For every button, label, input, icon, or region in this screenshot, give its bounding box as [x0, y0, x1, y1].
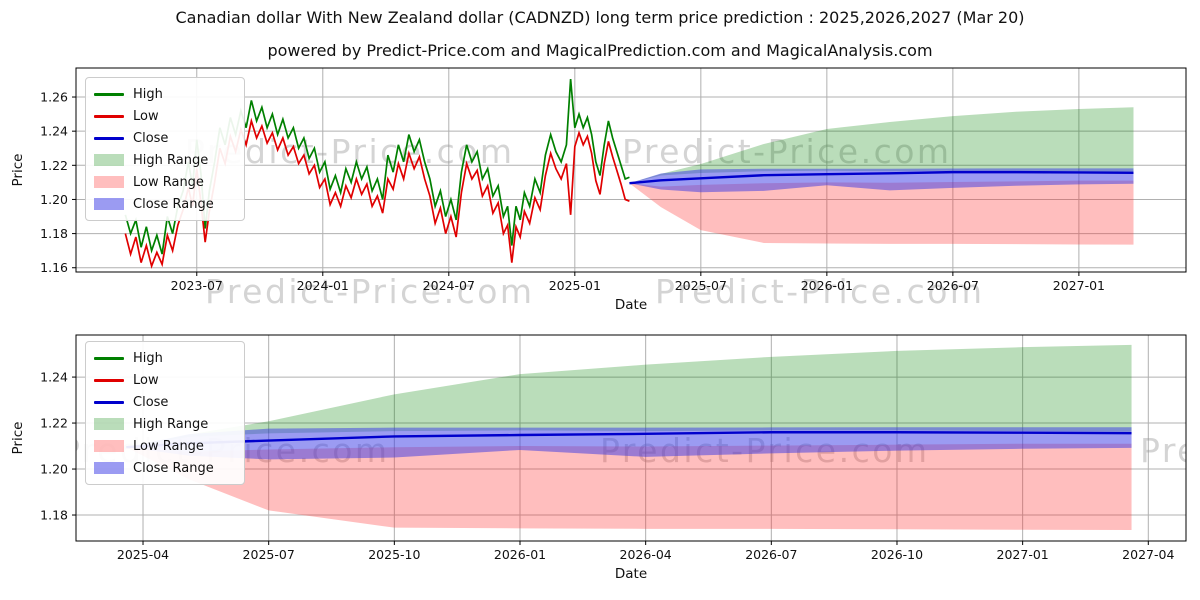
y-axis-label: Price: [10, 154, 26, 187]
x-tick-label: 2025-07: [675, 278, 727, 293]
y-tick-label: 1.22: [40, 416, 68, 431]
low-line-swatch: [94, 114, 124, 118]
y-tick-label: 1.22: [40, 158, 68, 173]
y-tick-label: 1.16: [40, 260, 68, 275]
legend-item-high-range: High Range: [94, 149, 236, 171]
top-chart: Predict-Price.comPredict-Price.com2023-0…: [10, 67, 1187, 313]
figure-subtitle: powered by Predict-Price.com and Magical…: [267, 41, 933, 60]
figure-title: Canadian dollar With New Zealand dollar …: [175, 8, 1025, 27]
x-tick-label: 2026-01: [801, 278, 853, 293]
legend-label: Low Range: [133, 174, 204, 190]
x-tick-label: 2026-10: [871, 547, 923, 562]
x-tick-label: 2027-01: [1053, 278, 1105, 293]
legend-label: High: [133, 350, 163, 366]
legend-label: Low: [133, 108, 159, 124]
tick-labels: 2025-04 2025-07 2025-10 2026-01 2026-04 2026-…: [40, 370, 1174, 562]
legend-item-high: High: [94, 347, 236, 369]
close-range-swatch: [94, 198, 124, 210]
x-tick-label: 2026-07: [745, 547, 797, 562]
legend-label: Close: [133, 394, 169, 410]
x-tick-label: 2025-04: [117, 547, 169, 562]
legend-item-low-range: Low Range: [94, 171, 236, 193]
legend-label: Close: [133, 130, 169, 146]
y-axis-label: Price: [10, 422, 26, 455]
high-range-swatch: [94, 418, 124, 430]
x-axis-label: Date: [615, 566, 647, 582]
axis-row-watermarks: Predict-Price.com Predict-Price.com: [205, 272, 985, 311]
y-tick-label: 1.24: [40, 370, 68, 385]
x-tick-label: 2026-07: [927, 278, 979, 293]
x-tick-label: 2023-07: [171, 278, 223, 293]
x-axis-label: Date: [615, 297, 647, 313]
y-tick-label: 1.18: [40, 508, 68, 523]
y-tick-label: 1.20: [40, 462, 68, 477]
low-range-band: [126, 443, 1132, 530]
x-tick-label: 2027-04: [1122, 547, 1174, 562]
x-tick-label: 2025-01: [549, 278, 601, 293]
bottom-chart: Predict-Price.comPredict-Price.comPredic…: [10, 334, 1200, 582]
tick-labels: 2023-07 2024-01 2024-07 2025-01 2025-07 2026-…: [40, 90, 1105, 293]
low-range-band: [629, 180, 1134, 245]
y-tick-label: 1.24: [40, 124, 68, 139]
close-prediction-line: [629, 170, 1134, 185]
legend-item-close: Close: [94, 127, 236, 149]
high-range-swatch: [94, 154, 124, 166]
y-tick-label: 1.20: [40, 192, 68, 207]
legend-item-close: Close: [94, 391, 236, 413]
watermark-text: Predict-Price.com: [655, 272, 985, 311]
legend-item-close-range: Close Range: [94, 193, 236, 215]
x-tick-label: 2025-07: [243, 547, 295, 562]
close-line-swatch: [94, 136, 124, 140]
legend-item-close-range: Close Range: [94, 457, 236, 479]
x-tick-label: 2024-07: [423, 278, 475, 293]
legend-label: High: [133, 86, 163, 102]
legend-item-low: Low: [94, 369, 236, 391]
high-line-swatch: [94, 92, 124, 96]
legend-bottom-chart: High Low Close High Range Low Range Clos…: [85, 341, 245, 485]
plot-area: Predict-Price.comPredict-Price.comPredic…: [76, 344, 1200, 530]
high-line-swatch: [94, 356, 124, 360]
close-range-band: [126, 427, 1132, 460]
watermark-text: Predict-Price.com: [1140, 431, 1200, 470]
low-line-swatch: [94, 378, 124, 382]
legend-item-low: Low: [94, 105, 236, 127]
low-range-swatch: [94, 176, 124, 188]
close-range-band: [629, 168, 1134, 193]
x-tick-label: 2025-10: [368, 547, 420, 562]
high-range-band: [126, 344, 1132, 448]
legend-label: Close Range: [133, 460, 214, 476]
legend-label: High Range: [133, 416, 209, 432]
high-range-band: [629, 107, 1134, 184]
x-tick-label: 2024-01: [297, 278, 349, 293]
legend-label: Low: [133, 372, 159, 388]
plot-border: [75, 67, 1187, 273]
legend-label: Close Range: [133, 196, 214, 212]
x-tick-label: 2026-04: [620, 547, 672, 562]
y-tick-label: 1.26: [40, 90, 68, 105]
legend-top-chart: High Low Close High Range Low Range Clos…: [85, 77, 245, 221]
y-tick-label: 1.18: [40, 226, 68, 241]
x-tick-label: 2026-01: [494, 547, 546, 562]
close-line-swatch: [94, 400, 124, 404]
watermark-text: Predict-Price.com: [205, 272, 535, 311]
legend-label: Low Range: [133, 438, 204, 454]
low-range-swatch: [94, 440, 124, 452]
legend-item-low-range: Low Range: [94, 435, 236, 457]
legend-label: High Range: [133, 152, 209, 168]
x-tick-label: 2027-01: [997, 547, 1049, 562]
legend-item-high-range: High Range: [94, 413, 236, 435]
legend-item-high: High: [94, 83, 236, 105]
close-range-swatch: [94, 462, 124, 474]
plot-border: [75, 334, 1187, 542]
watermark-text: Predict-Price.com: [622, 132, 952, 171]
